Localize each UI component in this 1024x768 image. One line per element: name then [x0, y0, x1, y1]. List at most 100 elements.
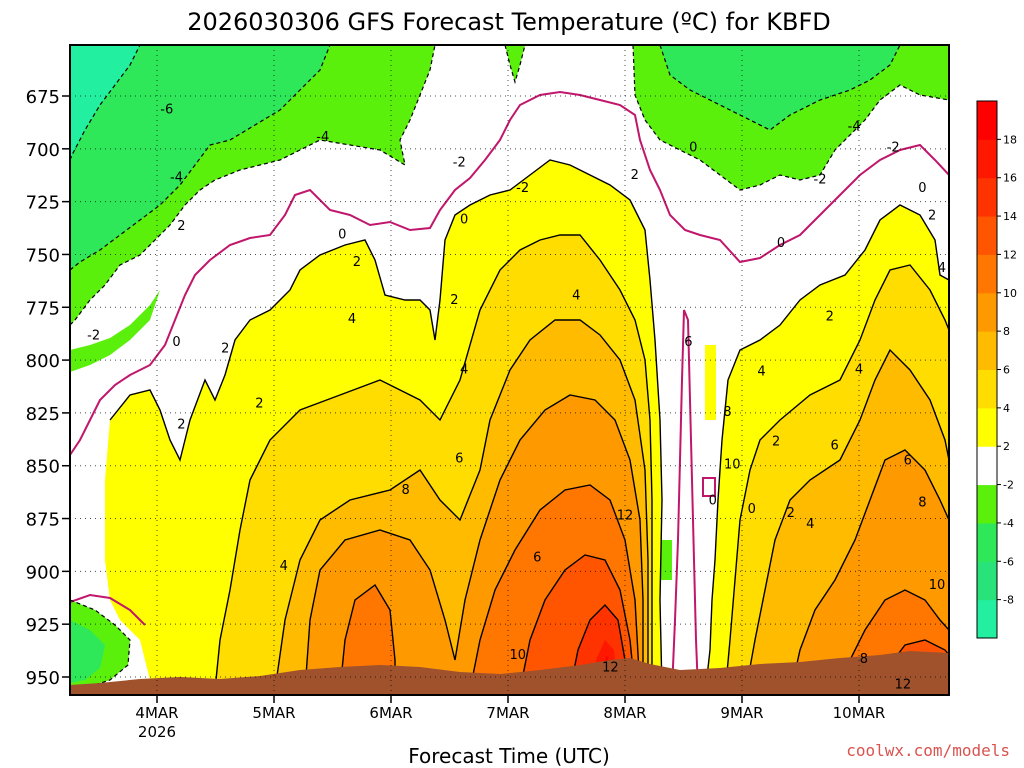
colorbar-bin: [977, 139, 997, 179]
colorbar-tick-label: 14: [1003, 210, 1017, 223]
y-tick-label: 900: [26, 562, 60, 583]
region-warm-10-left: [340, 585, 395, 690]
region-cold-top-center: [505, 45, 525, 82]
contour-label: 4: [806, 517, 814, 532]
contour-label: 8: [918, 496, 926, 511]
colorbar-tick-label: 18: [1003, 133, 1017, 146]
contour-label: 6: [455, 451, 463, 466]
contour-label: 2: [255, 396, 263, 411]
contour-label: -2: [814, 172, 827, 187]
contour-label: -4: [316, 130, 329, 145]
contour-zero-blob: [702, 477, 716, 497]
contour-label: 4: [348, 312, 356, 327]
colorbar-tick-label: 6: [1003, 364, 1010, 377]
contour-label: 2: [450, 293, 458, 308]
chart-title: 2026030306 GFS Forecast Temperature (ºC)…: [187, 8, 831, 36]
contour-label: 2: [353, 255, 361, 270]
colorbar-bin: [977, 484, 997, 524]
colorbar-tick-label: 2: [1003, 440, 1010, 453]
colorbar-bin: [977, 254, 997, 294]
plot-area: -6-4-2-4-2-220 22202024468424648101261012…: [70, 45, 949, 695]
contour-label: 8: [723, 405, 731, 420]
colorbar-tick-label: -6: [1003, 555, 1014, 568]
contour-label: 0: [338, 227, 346, 242]
colorbar-bin: [977, 292, 997, 332]
contour-label: -2: [453, 155, 466, 170]
colorbar: 18 16 14 12 10 8 6 4 2 -2 -4 -6 -8: [976, 100, 1017, 639]
y-tick-label: 850: [26, 457, 60, 478]
contour-label: -2: [87, 329, 100, 344]
gridlines: [70, 45, 949, 695]
colorbar-tick-label: -2: [1003, 479, 1014, 492]
colorbar-bin: [977, 369, 997, 409]
y-tick-label: 825: [26, 404, 60, 425]
contour-label: 6: [830, 439, 838, 454]
contour-label: 0: [777, 236, 785, 251]
contour-label: -4: [170, 170, 183, 185]
colorbar-tick-label: 8: [1003, 325, 1010, 338]
contour-label: 2: [928, 208, 936, 223]
x-tick-label: 10MAR: [833, 704, 886, 722]
y-tick-label: 725: [26, 193, 60, 214]
contour-label: -6: [160, 103, 173, 118]
contour-label: -2: [887, 141, 900, 156]
x-tick-label: 5MAR: [252, 704, 295, 722]
contour-label: 2: [177, 219, 185, 234]
colorbar-tick-label: 12: [1003, 248, 1017, 261]
colorbar-tick-label: 16: [1003, 172, 1017, 185]
colorbar-bin: [977, 331, 997, 370]
region-cold-green-left-lower: [70, 290, 160, 372]
contour-label: 2: [826, 310, 834, 325]
y-tick-label: 750: [26, 245, 60, 266]
region-warm-2-blob: [705, 345, 716, 420]
x-tick-label: 9MAR: [720, 704, 763, 722]
x-tick-sublabel: 2026: [138, 723, 176, 741]
terrain-ground: [70, 651, 949, 695]
contour-label: 2: [177, 417, 185, 432]
contour-label: 0: [918, 181, 926, 196]
x-tick-label: 8MAR: [603, 704, 646, 722]
contour-label: 8: [860, 652, 868, 667]
contour-label: 2: [772, 434, 780, 449]
contour-label: 6: [533, 551, 541, 566]
plot-frame: [69, 44, 950, 696]
contour-label: 0: [689, 141, 697, 156]
contour-label: -4: [848, 120, 861, 135]
y-tick-label: 800: [26, 351, 60, 372]
contour-label: 6: [904, 453, 912, 468]
dashed-isotherms: [70, 45, 949, 691]
y-tick-label: 775: [26, 298, 60, 319]
contour-label: 8: [401, 483, 409, 498]
x-tick-label: 4MAR: [135, 704, 178, 722]
colorbar-bin: [977, 177, 997, 217]
region-cold-mid-right: [660, 45, 900, 130]
site-credit: coolwx.com/models: [846, 741, 1010, 760]
contour-label: 0: [748, 502, 756, 517]
contour-zero-lower-left: [70, 593, 146, 626]
contour-label: 4: [757, 365, 765, 380]
colorbar-bin: [977, 561, 997, 601]
contour-label: 12: [602, 660, 619, 675]
colorbar-bin: [977, 101, 997, 140]
y-tick-label: 925: [26, 615, 60, 636]
contour-labels: -6-4-2-4-2-220 22202024468424648101261012…: [87, 103, 946, 693]
contour-label: 2: [631, 168, 639, 183]
contour-label: 10: [509, 648, 526, 663]
contour-zero-left: [70, 90, 949, 456]
y-tick-label: 875: [26, 510, 60, 531]
contour-label: 0: [172, 335, 180, 350]
colorbar-tick-label: -4: [1003, 517, 1014, 530]
colorbar-bin: [977, 446, 997, 486]
colorbar-bin: [977, 216, 997, 255]
colorbar-tick-label: 4: [1003, 402, 1010, 415]
contour-label: 4: [572, 289, 580, 304]
y-tick-label: 700: [26, 140, 60, 161]
x-axis-label: Forecast Time (UTC): [408, 744, 610, 768]
contour-label: 0: [460, 213, 468, 228]
contour-label: 0: [709, 494, 717, 509]
region-cold-mid-left: [70, 45, 330, 270]
contour-label: 10: [929, 578, 946, 593]
